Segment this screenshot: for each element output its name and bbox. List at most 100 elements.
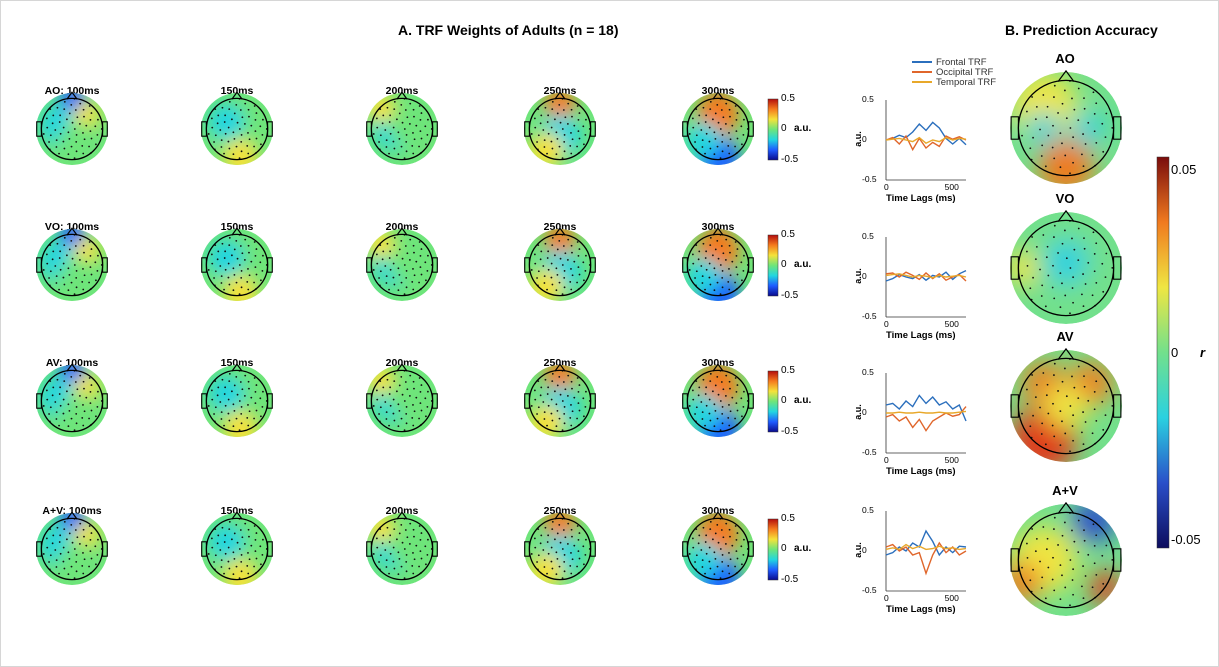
accuracy-colorbar: [1156, 156, 1170, 549]
colorbar-max: 0.5: [781, 229, 795, 240]
frontal-trf-line: [885, 394, 967, 422]
accuracy-cb-min: -0.05: [1171, 532, 1201, 547]
x-axis-label: Time Lags (ms): [886, 466, 956, 477]
accuracy-cb-unit: r: [1200, 345, 1206, 360]
row-label: AO: 100ms: [44, 85, 100, 97]
topography-map: [366, 91, 438, 165]
panel-b-title: B. Prediction Accuracy: [1005, 22, 1158, 38]
temporal-trf-line: [886, 410, 967, 414]
y-tick-label: -0.5: [862, 447, 877, 457]
occipital-trf-line: [885, 541, 967, 576]
trf-colorbar: [767, 98, 779, 161]
y-axis-label: a.u.: [852, 404, 863, 420]
topography-map: [36, 363, 108, 437]
occipital-trf-line: [885, 271, 967, 282]
x-axis-label: Time Lags (ms): [886, 193, 956, 204]
trf-line-plot: [885, 373, 967, 454]
legend-label: Frontal TRF: [936, 56, 987, 68]
colorbar-mid: 0: [781, 543, 787, 554]
legend-label: Occipital TRF: [936, 66, 994, 78]
occipital-trf-line: [885, 406, 967, 432]
colorbar-min: -0.5: [781, 154, 799, 165]
temporal-trf-line: [885, 136, 967, 145]
trf-colorbar: [767, 234, 779, 297]
y-tick-label: -0.5: [862, 311, 877, 321]
y-tick-label: -0.5: [862, 174, 877, 184]
accuracy-cb-mid: 0: [1171, 345, 1179, 360]
topography-map: [201, 91, 273, 165]
temporal-trf-line: [885, 543, 967, 551]
topography-map: [524, 511, 596, 585]
trf-line-plot: [885, 511, 967, 592]
y-tick-label: 0.5: [862, 367, 874, 377]
topography-map: [682, 227, 754, 301]
x-tick-label: 500: [944, 319, 959, 329]
y-tick-label: 0: [862, 271, 867, 281]
topography-map: [36, 511, 108, 585]
colorbar-max: 0.5: [781, 93, 795, 104]
colorbar-max: 0.5: [781, 513, 795, 524]
topography-map: [524, 363, 596, 437]
topography-map: [366, 363, 438, 437]
trf-line-plot: [885, 100, 967, 181]
accuracy-cb-max: 0.05: [1171, 162, 1197, 177]
x-tick-label: 500: [944, 455, 959, 465]
x-tick-label: 0: [884, 319, 889, 329]
colorbar-unit: a.u.: [794, 259, 812, 270]
topography-map: [524, 227, 596, 301]
trf-line-plot: [885, 237, 967, 318]
trf-colorbar: [767, 370, 779, 433]
x-tick-label: 0: [884, 182, 889, 192]
frontal-swatch: [912, 61, 932, 63]
accuracy-topography: [1010, 69, 1122, 184]
y-tick-label: 0: [862, 134, 867, 144]
temporal-swatch: [912, 81, 932, 83]
y-tick-label: -0.5: [862, 585, 877, 595]
x-tick-label: 0: [884, 593, 889, 603]
x-tick-label: 500: [944, 593, 959, 603]
topography-map: [36, 227, 108, 301]
legend-item-temporal: Temporal TRF: [912, 76, 997, 88]
panel-a-title: A. TRF Weights of Adults (n = 18): [398, 22, 619, 38]
x-axis-label: Time Lags (ms): [886, 330, 956, 341]
colorbar-mid: 0: [781, 259, 787, 270]
condition-label: VO: [1055, 191, 1075, 206]
row-label: VO: 100ms: [44, 221, 100, 233]
condition-label: AO: [1055, 51, 1075, 66]
colorbar-mid: 0: [781, 123, 787, 134]
y-tick-label: 0.5: [862, 94, 874, 104]
trf-legend: Frontal TRF Occipital TRF Temporal TRF: [912, 56, 997, 88]
legend-label: Temporal TRF: [936, 76, 997, 88]
legend-item-frontal: Frontal TRF: [912, 56, 996, 68]
colorbar-min: -0.5: [781, 574, 799, 585]
row-label: A+V: 100ms: [42, 505, 102, 517]
topography-map: [682, 363, 754, 437]
colorbar-mid: 0: [781, 395, 787, 406]
topography-map: [682, 91, 754, 165]
y-tick-label: 0: [862, 545, 867, 555]
accuracy-topography: [1010, 347, 1122, 462]
accuracy-topography: [1010, 501, 1122, 616]
topography-map: [366, 227, 438, 301]
y-tick-label: 0.5: [862, 231, 874, 241]
x-tick-label: 500: [944, 182, 959, 192]
y-axis-label: a.u.: [852, 131, 863, 147]
condition-label: AV: [1056, 329, 1074, 344]
topography-map: [682, 511, 754, 585]
colorbar-max: 0.5: [781, 365, 795, 376]
topography-map: [201, 363, 273, 437]
y-tick-label: 0: [862, 407, 867, 417]
x-axis-label: Time Lags (ms): [886, 604, 956, 615]
colorbar-unit: a.u.: [794, 395, 812, 406]
colorbar-min: -0.5: [781, 426, 799, 437]
legend-item-occipital: Occipital TRF: [912, 66, 996, 78]
colorbar-unit: a.u.: [794, 123, 812, 134]
temporal-trf-line: [885, 273, 967, 279]
topography-map: [201, 511, 273, 585]
accuracy-topography: [1010, 209, 1122, 324]
trf-colorbar: [767, 518, 779, 581]
condition-label: A+V: [1052, 483, 1078, 498]
topography-map: [524, 91, 596, 165]
frontal-trf-line: [885, 269, 967, 282]
frontal-trf-line: [885, 529, 967, 557]
